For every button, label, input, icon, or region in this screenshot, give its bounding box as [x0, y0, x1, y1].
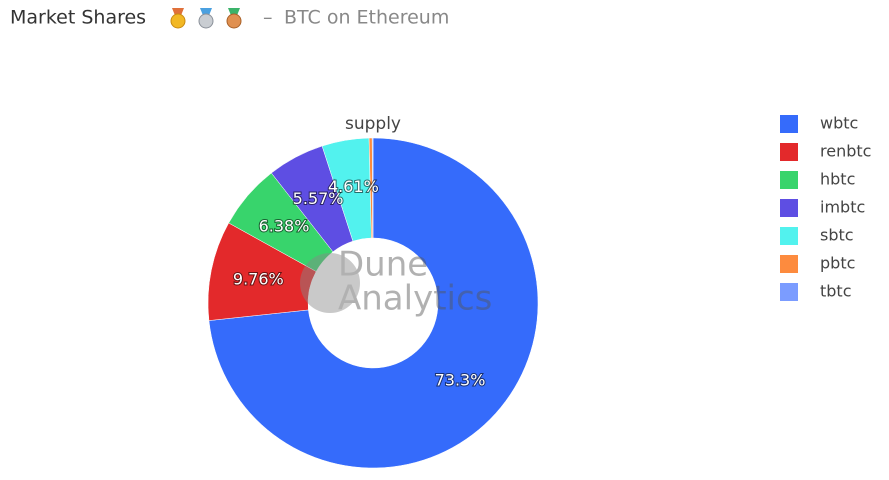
slice-label: 4.61%: [328, 177, 379, 196]
legend-swatch: [780, 115, 798, 133]
legend-swatch: [780, 143, 798, 161]
legend-swatch: [780, 227, 798, 245]
legend-label: tbtc: [820, 282, 852, 301]
slice-labels: 73.3% 9.76% 6.38% 5.57%4.61%: [232, 176, 487, 391]
slice-label: 5.57%: [293, 189, 344, 208]
chart-title: Market Shares: [10, 7, 146, 29]
legend-swatch: [780, 255, 798, 273]
legend-label: pbtc: [820, 254, 855, 273]
pie: [207, 137, 539, 469]
slice-label: 73.3%: [435, 371, 486, 390]
legend-swatch: [780, 171, 798, 189]
pie-title: supply: [345, 114, 401, 134]
legend: wbtc renbtc hbtc imbtc sbtc pbtc tbtc: [780, 114, 871, 301]
watermark: Dune Analytics: [300, 245, 492, 319]
medal-icons: [170, 8, 242, 29]
slice: [371, 137, 374, 239]
legend-label: sbtc: [820, 226, 854, 245]
title-separator: –: [263, 7, 273, 29]
legend-swatch: [780, 283, 798, 301]
legend-label: hbtc: [820, 170, 855, 189]
slice-label: 9.76%: [233, 269, 284, 288]
legend-swatch: [780, 199, 798, 217]
legend-label: imbtc: [820, 198, 865, 217]
watermark-text: Dune: [338, 245, 428, 285]
watermark-text: Analytics: [338, 279, 492, 319]
slice-label: 6.38%: [259, 217, 310, 236]
legend-label: renbtc: [820, 142, 871, 161]
legend-label: wbtc: [820, 114, 858, 133]
chart-subtitle: BTC on Ethereum: [284, 7, 449, 29]
